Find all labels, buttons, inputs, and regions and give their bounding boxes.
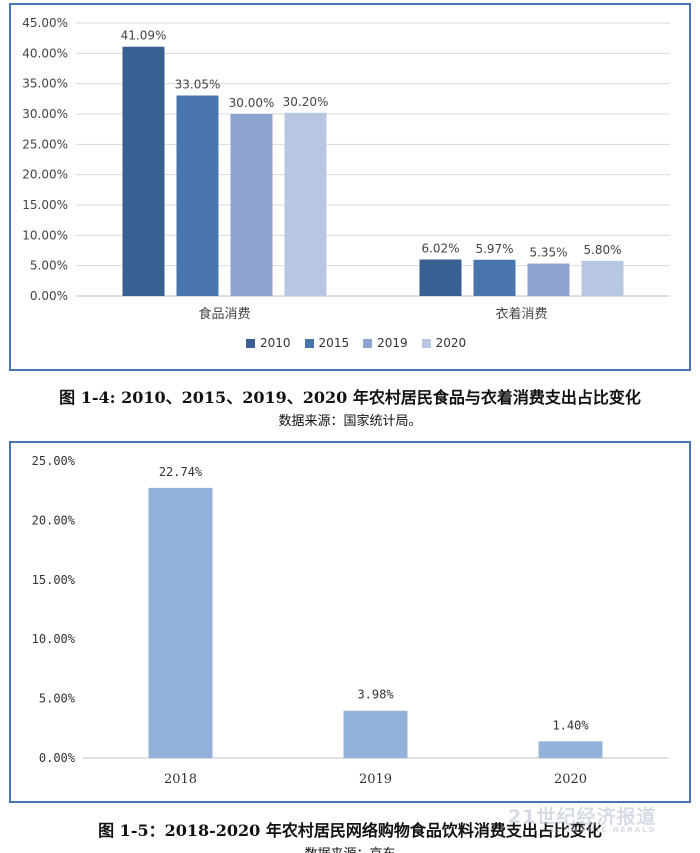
data-label: 5.97% [475, 242, 513, 256]
data-label: 30.00% [229, 96, 275, 110]
y-tick-label: 15.00% [32, 573, 76, 587]
y-tick-label: 15.00% [22, 198, 68, 212]
y-tick-label: 10.00% [22, 228, 68, 242]
bar-2019-0 [230, 114, 273, 296]
legend-swatch [304, 338, 314, 348]
legend-item-2020: 2020 [421, 336, 467, 350]
legend-swatch [363, 338, 373, 348]
legend-label: 2020 [435, 336, 467, 350]
y-tick-label: 5.00% [30, 259, 68, 273]
x-category-label: 2019 [359, 772, 392, 787]
watermark-logo: 21世纪经济报道 ECONOMIC HERALD [508, 802, 656, 834]
bar-2010-0 [122, 46, 165, 296]
chart-1-legend: 2010 2015 2019 2020 [246, 336, 466, 350]
bar-2010-1 [419, 259, 462, 296]
legend-item-2010: 2010 [246, 336, 291, 350]
legend-item-2015: 2015 [304, 336, 350, 350]
data-label: 6.02% [421, 241, 459, 255]
y-tick-label: 20.00% [22, 168, 68, 182]
data-label: 33.05% [175, 77, 221, 91]
x-category-label: 2018 [164, 772, 197, 787]
bar-2019-1 [527, 263, 570, 296]
data-label: 30.20% [283, 95, 329, 109]
figure-1-source: 数据来源：国家统计局。 [278, 414, 422, 429]
x-category-label: 衣着消费 [495, 306, 547, 322]
watermark-subtext: ECONOMIC HERALD [549, 826, 657, 834]
y-tick-label: 40.00% [22, 46, 68, 60]
legend-swatch [421, 338, 431, 348]
data-label: 5.80% [583, 243, 621, 257]
x-category-label: 2020 [554, 772, 587, 787]
data-label: 22.74% [159, 465, 203, 479]
y-tick-label: 5.00% [39, 692, 76, 706]
legend-label: 2015 [318, 336, 350, 350]
y-tick-label: 10.00% [32, 632, 76, 646]
chart-1-food-clothing: 0.00% 5.00% 10.00% 15.00% 20.00% 25.00% 30.00%… [22, 16, 670, 322]
legend-label: 2010 [260, 336, 291, 350]
y-tick-label: 25.00% [32, 454, 76, 468]
bar-2020-1 [581, 260, 624, 296]
y-tick-label: 30.00% [22, 107, 68, 121]
bar-2015-0 [176, 95, 219, 296]
data-label: 1.40% [552, 718, 589, 732]
y-tick-label: 0.00% [39, 751, 76, 765]
bar-2020 [538, 741, 603, 758]
data-label: 5.35% [529, 246, 567, 260]
bar-2020-0 [284, 112, 327, 296]
y-tick-label: 20.00% [32, 513, 76, 527]
bar-2015-1 [473, 259, 516, 296]
x-category-label: 食品消费 [198, 306, 250, 322]
y-tick-label: 25.00% [22, 137, 68, 151]
data-label: 3.98% [357, 688, 394, 702]
legend-swatch [246, 338, 255, 348]
legend-item-2019: 2019 [363, 336, 408, 350]
y-tick-label: 35.00% [22, 77, 68, 91]
watermark-text: 21世纪经济报道 [508, 806, 657, 828]
y-tick-label: 45.00% [22, 16, 68, 30]
bar-2019 [343, 710, 408, 758]
figure-2-caption: 图 1-5：2018-2020 年农村居民网络购物食品饮料消费支出占比变化 [98, 821, 602, 840]
figure-1-caption: 图 1-4: 2010、2015、2019、2020 年农村居民食品与衣着消费支… [59, 388, 641, 407]
legend-label: 2019 [377, 336, 408, 350]
figure-2-source: 数据来源：京东 [0, 843, 700, 853]
data-label: 41.09% [121, 29, 167, 43]
bar-2018 [148, 487, 213, 758]
y-tick-label: 0.00% [30, 289, 68, 303]
chart-2-online-food: 0.00% 5.00% 10.00% 15.00% 20.00% 25.00% 22.74%… [32, 454, 668, 787]
